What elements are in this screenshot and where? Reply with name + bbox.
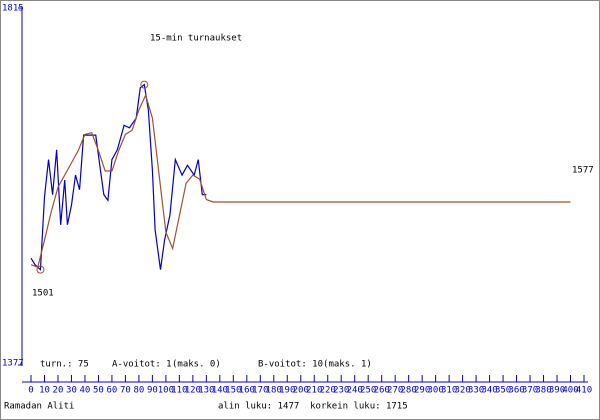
x-tick-label: 240 <box>347 386 363 396</box>
chart-title: 15-min turnaukset <box>150 34 242 44</box>
extreme-marker <box>36 265 45 274</box>
x-tick-label: 200 <box>293 386 309 396</box>
x-tick-label: 230 <box>333 386 349 396</box>
annotation: 1501 <box>32 289 54 299</box>
x-tick-label: 150 <box>225 386 241 396</box>
x-tick-label: 130 <box>198 386 214 396</box>
x-tick-label: 160 <box>239 386 255 396</box>
x-tick-label: 80 <box>133 386 144 396</box>
x-tick-label: 370 <box>522 386 538 396</box>
x-tick-label: 250 <box>360 386 376 396</box>
x-tick-label: 40 <box>80 386 91 396</box>
x-tick-label: 330 <box>468 386 484 396</box>
x-tick-label: 310 <box>441 386 457 396</box>
y-tick-label: 1377 <box>2 359 24 369</box>
status: (maks. 0) <box>172 360 221 370</box>
x-tick-label: 390 <box>549 386 565 396</box>
x-tick-label: 220 <box>320 386 336 396</box>
x-tick-label: 10 <box>39 386 50 396</box>
range-info: alin luku: 1477 korkein luku: 1715 <box>218 402 408 412</box>
x-tick-label: 100 <box>158 386 174 396</box>
series-line <box>30 93 571 268</box>
extreme-marker <box>140 80 149 89</box>
x-tick-label: 300 <box>428 386 444 396</box>
x-tick-label: 140 <box>212 386 228 396</box>
x-tick-label: 20 <box>53 386 64 396</box>
status: turn.: 75 <box>40 360 89 370</box>
player-name: Ramadan Aliti <box>4 402 74 412</box>
x-tick-label: 290 <box>414 386 430 396</box>
x-tick-label: 380 <box>535 386 551 396</box>
x-tick-label: 360 <box>508 386 524 396</box>
x-tick-label: 340 <box>481 386 497 396</box>
x-tick-label: 270 <box>387 386 403 396</box>
x-tick-label: 120 <box>185 386 201 396</box>
x-tick-label: 210 <box>306 386 322 396</box>
x-tick-label: 0 <box>28 386 33 396</box>
x-tick-label: 60 <box>107 386 118 396</box>
x-tick-label: 90 <box>147 386 158 396</box>
status: B-voitot: 10(maks. 1) <box>258 360 372 370</box>
annotation: 1577 <box>572 166 594 176</box>
x-tick-label: 410 <box>576 386 592 396</box>
x-tick-label: 30 <box>66 386 77 396</box>
x-tick-label: 260 <box>374 386 390 396</box>
x-tick-label: 400 <box>562 386 578 396</box>
y-tick-label: 1815 <box>2 4 24 14</box>
x-tick-label: 190 <box>279 386 295 396</box>
x-tick-label: 110 <box>171 386 187 396</box>
status: A-voitot: 1 <box>112 360 172 370</box>
x-tick-label: 180 <box>266 386 282 396</box>
x-tick-label: 350 <box>495 386 511 396</box>
x-tick-label: 70 <box>120 386 131 396</box>
x-tick-label: 50 <box>93 386 104 396</box>
x-tick-label: 320 <box>454 386 470 396</box>
x-tick-label: 170 <box>252 386 268 396</box>
x-tick-label: 280 <box>401 386 417 396</box>
